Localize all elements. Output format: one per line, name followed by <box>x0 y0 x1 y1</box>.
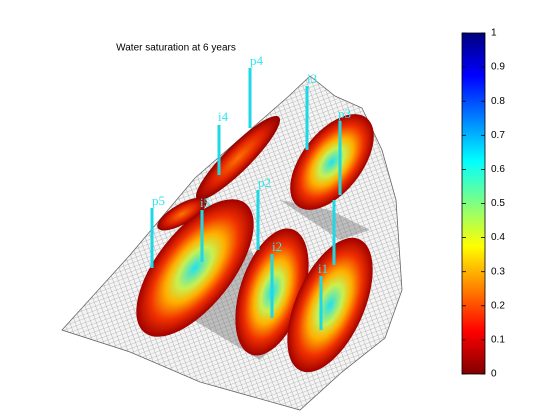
colorbar-tick-label: 0.7 <box>491 130 505 141</box>
colorbar-tick-label: 0.5 <box>491 198 505 209</box>
well-label: p2 <box>258 175 271 190</box>
well-label: i3 <box>307 71 317 86</box>
colorbar-tick-label: 0.2 <box>491 300 505 311</box>
well-label: i2 <box>272 239 282 254</box>
well: p5 <box>150 193 165 268</box>
well: p3 <box>338 106 351 195</box>
well: i5 <box>200 195 210 262</box>
colorbar-tick-label: 0.3 <box>491 266 505 277</box>
well: i4 <box>217 109 229 175</box>
well-label: p5 <box>152 193 165 208</box>
colorbar-tick-label: 1 <box>491 28 497 39</box>
colorbar-tick-label: 0.9 <box>491 62 505 73</box>
well-label: i5 <box>200 195 210 210</box>
well-label: p3 <box>338 106 351 121</box>
surface <box>61 75 403 411</box>
colorbar-tick-label: 0 <box>491 369 497 380</box>
well: i2 <box>270 239 282 318</box>
well: p4 <box>248 53 264 128</box>
chart-title: Water saturation at 6 years <box>116 43 236 54</box>
colorbar-tick-label: 0.4 <box>491 232 505 243</box>
well-label: p4 <box>250 53 264 68</box>
well-label: i4 <box>218 109 229 124</box>
colorbar-tick-label: 0.8 <box>491 96 505 107</box>
well-label: i1 <box>318 261 328 276</box>
well: i3 <box>305 71 317 150</box>
colorbar-tick-label: 0.6 <box>491 164 505 175</box>
well: p2 <box>256 175 271 250</box>
well: i1 <box>318 200 336 330</box>
wells: p4 i4 i3 p3 p5 i5 p2 i2 i1 <box>150 53 351 330</box>
colorbar-tick-label: 0.1 <box>491 335 505 346</box>
